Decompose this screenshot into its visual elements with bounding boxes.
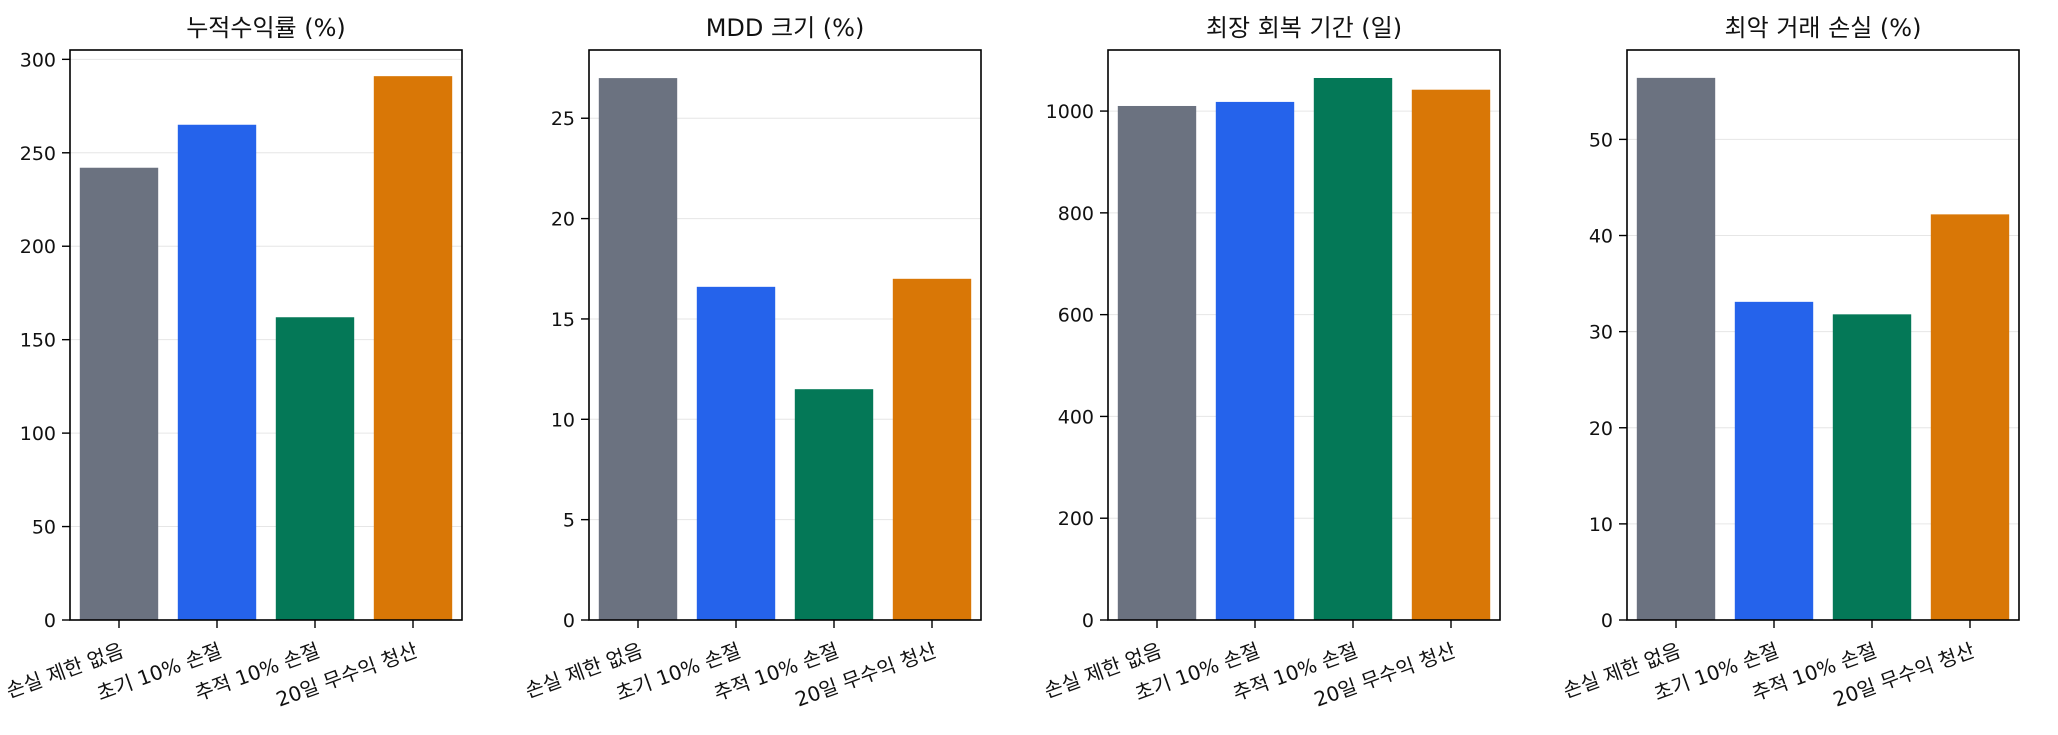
y-tick-label: 50 <box>32 517 56 539</box>
y-tick-label: 30 <box>1589 322 1613 344</box>
axes-frame <box>588 49 982 621</box>
y-tick-label: 20 <box>1589 418 1613 440</box>
chart-title: MDD 크기 (%) <box>706 14 865 42</box>
bar <box>696 286 776 620</box>
y-tick-label: 0 <box>563 610 575 632</box>
axes-frame <box>1626 49 2020 621</box>
y-tick-label: 800 <box>1058 203 1094 225</box>
y-tick-label: 600 <box>1058 305 1094 327</box>
bar <box>177 124 257 621</box>
bar <box>1930 214 2010 620</box>
bar <box>1313 77 1393 620</box>
y-tick-label: 250 <box>20 143 56 165</box>
y-tick-label: 300 <box>20 49 56 71</box>
y-tick-label: 1000 <box>1046 101 1094 123</box>
bar <box>1117 105 1197 621</box>
y-tick-label: 200 <box>1058 508 1094 530</box>
bar <box>1636 77 1716 620</box>
y-tick-label: 100 <box>20 423 56 445</box>
chart-title: 누적수익률 (%) <box>186 14 346 42</box>
y-tick-label: 0 <box>44 610 56 632</box>
y-tick-label: 10 <box>1589 514 1613 536</box>
axes-frame <box>1107 49 1501 621</box>
y-tick-label: 20 <box>551 209 575 231</box>
chart-title: 최장 회복 기간 (일) <box>1206 14 1402 42</box>
bar <box>275 317 355 620</box>
y-tick-label: 5 <box>563 510 575 532</box>
bar <box>1215 101 1295 621</box>
bar <box>598 78 678 621</box>
bar <box>1832 314 1912 620</box>
y-tick-label: 400 <box>1058 406 1094 428</box>
y-tick-label: 200 <box>20 236 56 258</box>
y-tick-label: 0 <box>1082 610 1094 632</box>
chart-title: 최악 거래 손실 (%) <box>1725 14 1922 42</box>
y-tick-label: 40 <box>1589 226 1613 248</box>
y-tick-label: 0 <box>1601 610 1613 632</box>
axes-frame <box>69 49 463 621</box>
bar <box>79 167 159 620</box>
y-tick-label: 15 <box>551 309 575 331</box>
y-tick-label: 50 <box>1589 129 1613 151</box>
bar <box>1411 89 1491 621</box>
bar <box>1734 301 1814 620</box>
y-tick-label: 25 <box>551 108 575 130</box>
bar <box>794 389 874 620</box>
bar <box>892 278 972 620</box>
bar <box>373 76 453 620</box>
y-tick-label: 150 <box>20 330 56 352</box>
y-tick-label: 10 <box>551 409 575 431</box>
